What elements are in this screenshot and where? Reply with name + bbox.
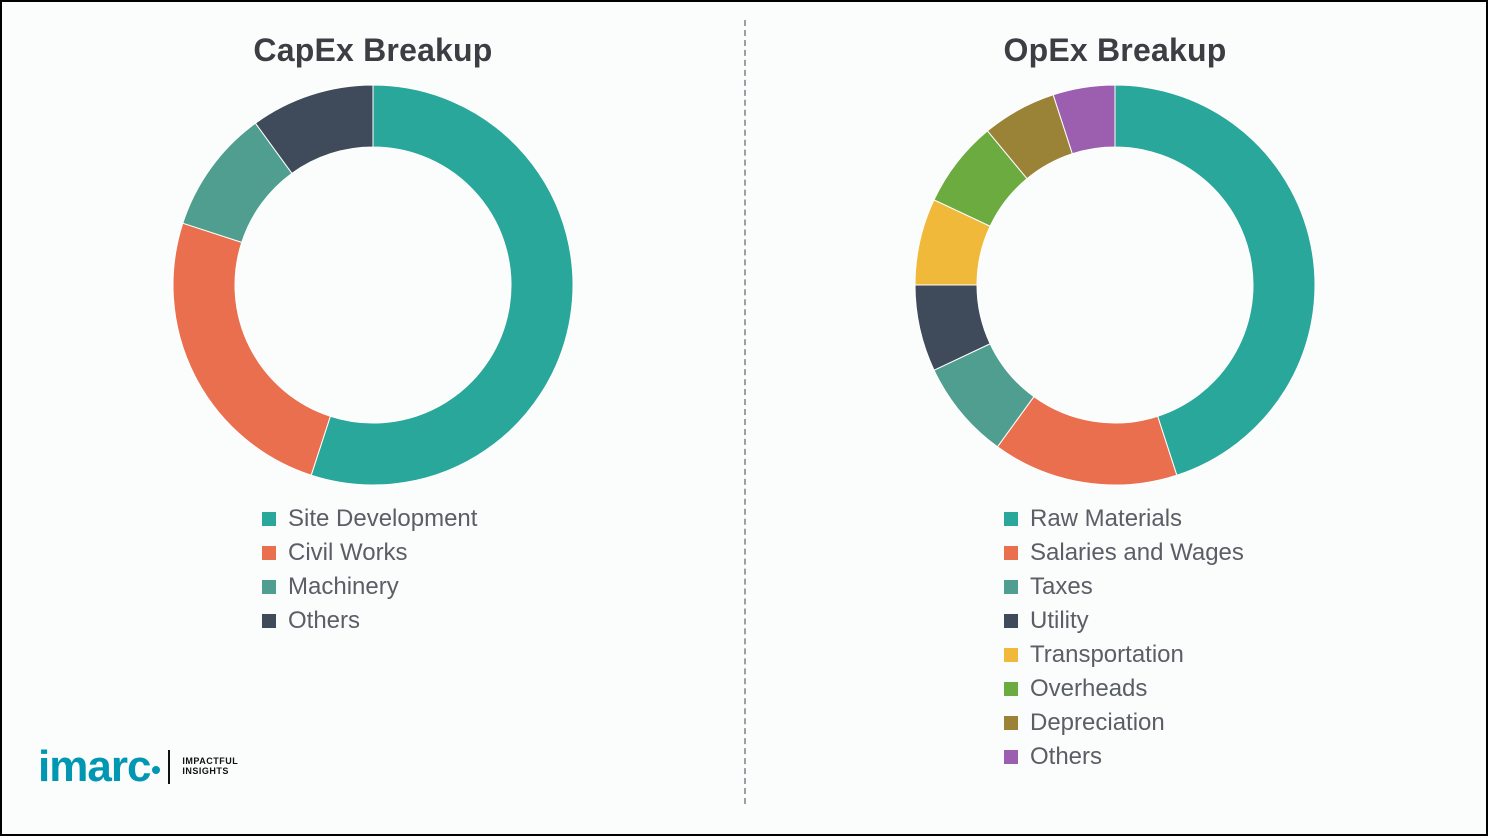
opex-legend: Raw Materials Salaries and Wages Taxes Util… <box>1004 499 1244 777</box>
capex-slice-1 <box>173 223 330 475</box>
opex-legend-item-6: Depreciation <box>1004 709 1244 737</box>
opex-legend-label-5: Overheads <box>1030 675 1147 703</box>
capex-title: CapEx Breakup <box>253 32 492 69</box>
opex-legend-label-1: Salaries and Wages <box>1030 539 1244 567</box>
brand-logo: imarc IMPACTFUL INSIGHTS <box>38 742 238 792</box>
opex-legend-item-3: Utility <box>1004 607 1244 635</box>
opex-legend-swatch-0 <box>1004 512 1018 526</box>
logo-tagline-line2: INSIGHTS <box>182 767 238 777</box>
opex-legend-label-4: Transportation <box>1030 641 1184 669</box>
vertical-divider <box>744 20 746 804</box>
opex-legend-swatch-7 <box>1004 750 1018 764</box>
capex-legend-swatch-1 <box>262 546 276 560</box>
opex-legend-label-7: Others <box>1030 743 1102 771</box>
capex-legend-swatch-3 <box>262 614 276 628</box>
logo-word: imarc <box>38 742 150 792</box>
capex-legend-label-3: Others <box>288 607 360 635</box>
opex-legend-swatch-2 <box>1004 580 1018 594</box>
opex-legend-item-7: Others <box>1004 743 1244 771</box>
capex-legend-item-1: Civil Works <box>262 539 477 567</box>
capex-panel: CapEx Breakup Site Development Civil Work… <box>2 2 744 834</box>
opex-legend-swatch-3 <box>1004 614 1018 628</box>
opex-legend-item-5: Overheads <box>1004 675 1244 703</box>
logo-tagline: IMPACTFUL INSIGHTS <box>182 757 238 777</box>
opex-legend-swatch-1 <box>1004 546 1018 560</box>
opex-legend-swatch-5 <box>1004 682 1018 696</box>
opex-legend-item-2: Taxes <box>1004 573 1244 601</box>
capex-legend-item-0: Site Development <box>262 505 477 533</box>
logo-dot-icon <box>152 766 160 774</box>
opex-legend-swatch-4 <box>1004 648 1018 662</box>
chart-frame: CapEx Breakup Site Development Civil Work… <box>0 0 1488 836</box>
capex-legend: Site Development Civil Works Machinery Othe… <box>262 499 477 641</box>
opex-slice-0 <box>1115 85 1315 475</box>
capex-legend-swatch-2 <box>262 580 276 594</box>
opex-legend-label-3: Utility <box>1030 607 1089 635</box>
capex-legend-label-0: Site Development <box>288 505 477 533</box>
capex-legend-item-2: Machinery <box>262 573 477 601</box>
capex-donut <box>163 75 583 495</box>
opex-panel: OpEx Breakup Raw Materials Salaries and W… <box>744 2 1486 834</box>
opex-legend-label-2: Taxes <box>1030 573 1093 601</box>
opex-legend-label-0: Raw Materials <box>1030 505 1182 533</box>
opex-title: OpEx Breakup <box>1004 32 1227 69</box>
capex-legend-label-2: Machinery <box>288 573 399 601</box>
opex-legend-swatch-6 <box>1004 716 1018 730</box>
opex-legend-label-6: Depreciation <box>1030 709 1165 737</box>
capex-legend-label-1: Civil Works <box>288 539 408 567</box>
opex-legend-item-0: Raw Materials <box>1004 505 1244 533</box>
opex-legend-item-4: Transportation <box>1004 641 1244 669</box>
opex-donut <box>905 75 1325 495</box>
logo-separator <box>168 750 170 784</box>
opex-legend-item-1: Salaries and Wages <box>1004 539 1244 567</box>
capex-legend-swatch-0 <box>262 512 276 526</box>
capex-legend-item-3: Others <box>262 607 477 635</box>
